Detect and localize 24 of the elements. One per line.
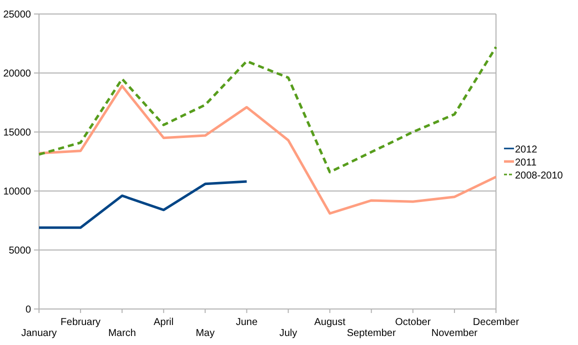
x-tick-label: December xyxy=(472,317,520,328)
x-tick-label: September xyxy=(346,328,396,339)
x-tick-label: August xyxy=(314,317,346,328)
x-tick-label: April xyxy=(154,317,174,328)
y-tick-label: 0 xyxy=(25,304,32,316)
x-tick-label: May xyxy=(196,328,215,339)
legend-label: 2011 xyxy=(515,158,537,168)
x-tick-label: July xyxy=(279,328,298,339)
x-tick-label: January xyxy=(21,328,57,339)
x-tick-label: November xyxy=(431,328,478,339)
y-tick-label: 15000 xyxy=(3,128,32,138)
line-series xyxy=(38,46,498,174)
x-tick-label: June xyxy=(236,317,258,328)
x-tick-label: October xyxy=(395,317,432,328)
legend-label: 2008-2010 xyxy=(515,170,564,182)
x-tick-label: March xyxy=(108,328,136,339)
x-tick-label: February xyxy=(60,317,101,328)
line-series xyxy=(38,84,498,215)
legend-label: 2012 xyxy=(515,144,538,156)
line-series xyxy=(38,180,248,229)
y-tick-label: 20000 xyxy=(3,68,32,80)
y-tick-label: 10000 xyxy=(3,186,32,198)
y-tick-label: 25000 xyxy=(3,10,32,20)
y-tick-label: 5000 xyxy=(8,246,32,256)
